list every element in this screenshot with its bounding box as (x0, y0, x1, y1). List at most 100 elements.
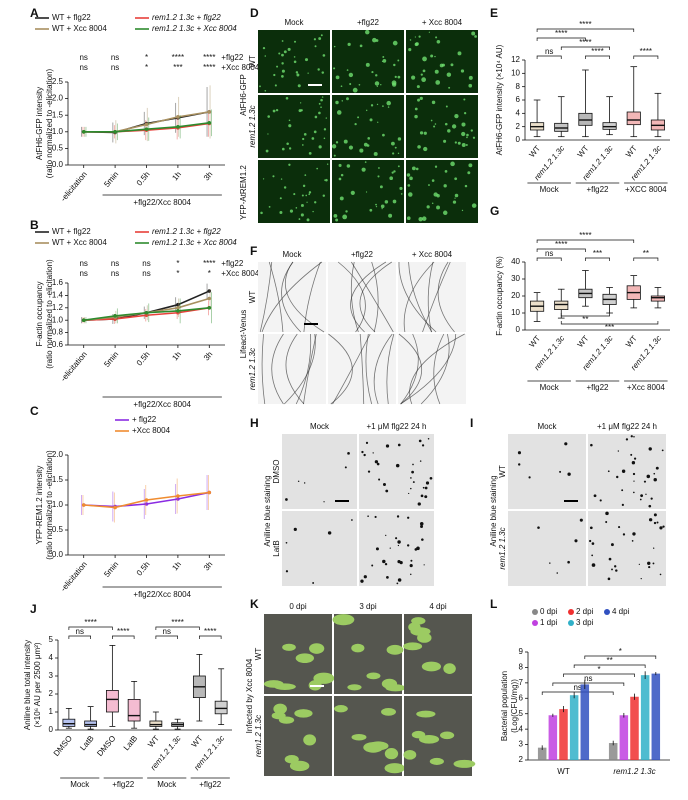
callose-spot (621, 469, 626, 473)
leaf (294, 709, 313, 718)
callose-spot (593, 494, 597, 498)
fluorescent-spot (281, 40, 284, 42)
callose-spot (589, 526, 593, 530)
comparison-bracket (68, 626, 113, 630)
fluorescent-spot (365, 191, 368, 193)
callose-spot (631, 540, 634, 542)
point (207, 121, 212, 125)
significance: ns (79, 63, 87, 72)
fluorescent-spot (420, 73, 423, 76)
callose-spot (420, 494, 424, 498)
comparison-bracket (536, 55, 562, 59)
callose-spot (285, 570, 289, 573)
y-tick-label: 10 (511, 68, 520, 77)
callose-spot (410, 573, 412, 576)
side-label: YFP-AtREM1.2 (239, 165, 248, 220)
x-tick-label: 3h (202, 350, 215, 363)
fluorescent-spot (316, 167, 319, 170)
side-label: Lifeact-Venus (239, 310, 248, 358)
fluorescent-spot (392, 40, 398, 46)
y-tick-label: 6 (519, 693, 524, 702)
fluorescent-spot (472, 136, 476, 139)
callose-spot (633, 457, 637, 460)
callose-spot (659, 573, 662, 576)
y-tick-label: 6 (516, 95, 521, 104)
fluorescent-spot (348, 145, 354, 150)
callose-spot (652, 562, 655, 565)
fluorescent-spot (342, 214, 348, 220)
column-label: Mock (284, 18, 304, 27)
callose-spot (351, 519, 353, 521)
actin-filament (303, 261, 321, 333)
leaf (295, 653, 315, 663)
x-tick-label: 5min (102, 350, 120, 369)
fluorescent-spot (283, 50, 287, 54)
panel-letter: G (490, 204, 499, 218)
callose-spot (397, 544, 400, 547)
significance: ns (111, 259, 119, 268)
callose-spot (621, 489, 624, 492)
leaf (384, 763, 405, 774)
comparison-bracket (585, 257, 610, 261)
y-tick-label: 0 (516, 135, 521, 144)
callose-spot (661, 449, 664, 452)
fluorescent-spot (369, 208, 373, 212)
fluorescent-spot (288, 119, 291, 122)
fluorescent-spot (448, 86, 451, 89)
fluorescent-spot (418, 216, 423, 222)
fluorescent-spot (428, 184, 430, 186)
point (207, 110, 212, 114)
callose-spot (564, 442, 568, 446)
fluorescent-spot (382, 105, 384, 107)
fluorescent-spot (466, 136, 468, 139)
y-tick-label: 12 (511, 55, 520, 64)
fluorescent-spot (302, 137, 305, 141)
callose-spot (653, 547, 655, 549)
leaf (421, 661, 442, 672)
fluorescent-spot (382, 59, 387, 63)
actin-filament (337, 261, 366, 333)
fluorescent-spot (300, 109, 303, 112)
fluorescent-spot (465, 144, 468, 146)
row-label: rem1.2 1.3c (248, 348, 257, 390)
y-axis-label: Bacterial population (500, 671, 509, 741)
fluorescent-spot (323, 128, 327, 131)
callose-spot (376, 462, 380, 466)
fluorescent-spot (406, 173, 411, 177)
callose-spot (608, 557, 612, 561)
y-axis-label: (ratio normalized to -elicitation) (45, 259, 54, 369)
fluorescent-spot (463, 98, 466, 101)
significance: ns (545, 47, 553, 56)
fluorescent-spot (288, 124, 292, 128)
fluorescent-spot (414, 114, 418, 119)
y-tick-label: 4 (516, 108, 521, 117)
panel-letter: E (490, 6, 498, 20)
fluorescent-spot (322, 194, 326, 197)
y-tick-label: 0.5 (52, 525, 64, 534)
fluorescent-spot (295, 71, 299, 74)
fluorescent-spot (359, 148, 364, 153)
callose-spot (419, 522, 424, 526)
x-group-label: +XCC 8004 (625, 185, 667, 194)
bar (580, 684, 590, 760)
fluorescent-spot (312, 210, 314, 213)
fluorescent-spot (426, 205, 430, 209)
x-group-label: Mock (70, 780, 90, 789)
leaf (386, 644, 404, 655)
fluorescent-spot (359, 44, 363, 48)
callose-spot (365, 441, 369, 444)
fluorescent-spot (340, 173, 344, 177)
callose-spot (567, 560, 570, 564)
y-tick-label: 4 (519, 724, 524, 733)
callose-spot (549, 562, 551, 564)
fluorescent-spot (272, 175, 275, 178)
column-label: + Xcc 8004 (422, 18, 463, 27)
leaf (417, 632, 432, 643)
significance: * (176, 259, 179, 268)
fluorescent-spot (305, 194, 308, 197)
comparison-bracket (560, 321, 659, 325)
fluorescent-spot (304, 174, 307, 176)
x-tick-label: DMSO (95, 734, 117, 758)
fluorescent-spot (321, 96, 324, 98)
significance: **** (579, 231, 591, 240)
